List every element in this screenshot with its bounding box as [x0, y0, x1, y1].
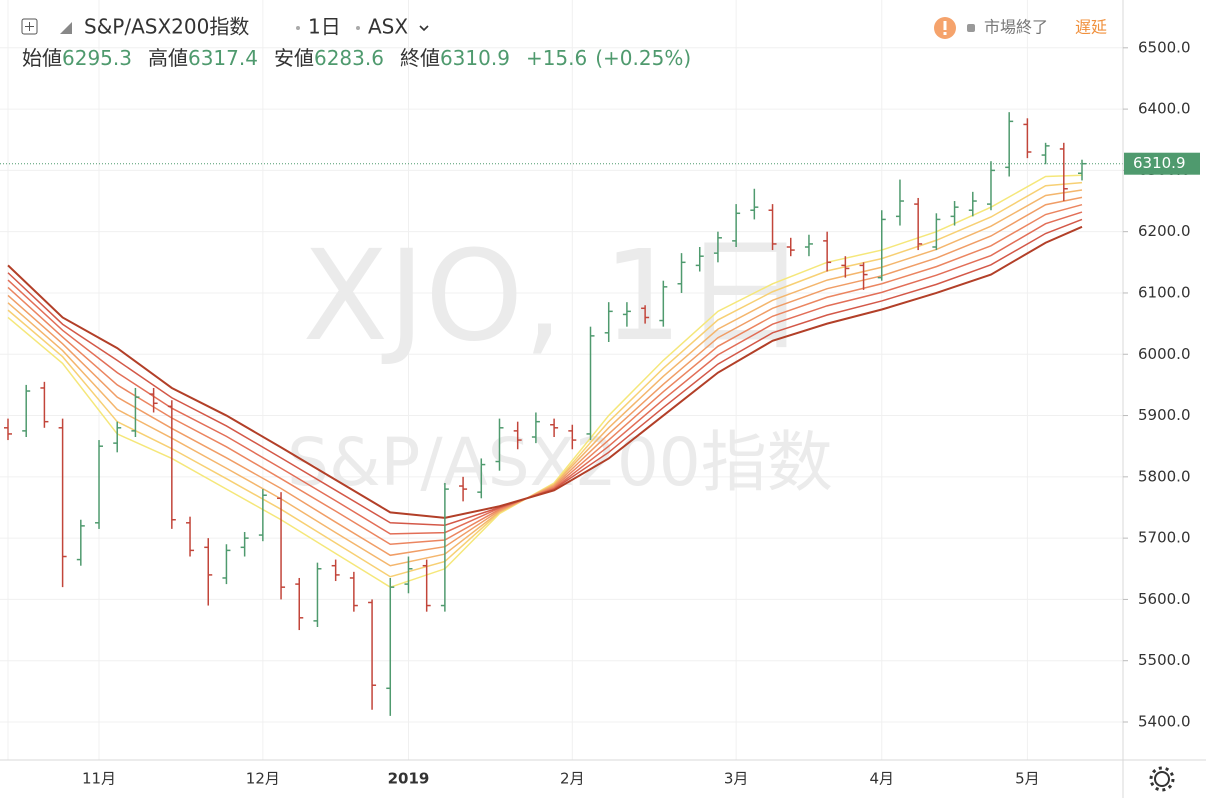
- ma-line: [7, 225, 1083, 519]
- axes: 5400.0 5500.0 5600.0 5700.0 5800.0 5900.0 6000…: [82, 38, 1200, 788]
- collapse-icon[interactable]: [60, 22, 72, 34]
- y-tick-label: 5500.0: [1138, 651, 1191, 669]
- y-tick-label: 5700.0: [1138, 529, 1191, 547]
- y-tick-label: 5900.0: [1138, 406, 1191, 424]
- x-tick-label: 11月: [82, 770, 116, 788]
- x-tick-label: 4月: [869, 770, 894, 788]
- dropdown-icon[interactable]: [419, 25, 429, 32]
- y-tick-label: 6100.0: [1138, 283, 1191, 301]
- x-tick-label: 5月: [1015, 770, 1040, 788]
- last-price-box: [1124, 152, 1200, 175]
- status-icon-dot: [943, 32, 947, 35]
- x-tick-label: 2月: [560, 770, 585, 788]
- open-value: 6295.3: [62, 46, 132, 70]
- change: +15.6: [526, 46, 587, 70]
- high-value: 6317.4: [188, 46, 258, 70]
- y-tick-label: 6000.0: [1138, 345, 1191, 363]
- market-icon: [967, 24, 975, 32]
- y-tick-label: 5400.0: [1138, 713, 1191, 731]
- close-value: 6310.9: [440, 46, 510, 70]
- ma-line: [7, 203, 1083, 546]
- settings-teeth: [1149, 766, 1175, 792]
- interval[interactable]: 1日: [308, 15, 341, 39]
- watermark: XJO, 1日: [303, 224, 808, 369]
- separator: [356, 26, 360, 30]
- change-pct: (+0.25%): [595, 46, 691, 70]
- status-icon-bar: [943, 21, 947, 30]
- x-tick-label: 12月: [246, 770, 280, 788]
- low-value: 6283.6: [314, 46, 384, 70]
- y-tick-label: 6500.0: [1138, 38, 1191, 56]
- delay[interactable]: 遅延: [1075, 18, 1107, 37]
- close-label: 終値: [400, 46, 440, 70]
- ma-line: [7, 189, 1083, 567]
- watermark-sub: S&P/ASX200指数: [287, 424, 833, 501]
- plot: [0, 112, 1123, 716]
- ma-line: [7, 196, 1083, 557]
- y-tick-label: 6400.0: [1138, 100, 1191, 118]
- settings-icon[interactable]: [1154, 771, 1170, 787]
- y-tick-label: 5800.0: [1138, 467, 1191, 485]
- x-tick-label: 2019: [388, 770, 430, 788]
- y-tick-label: 6200.0: [1138, 222, 1191, 240]
- legend: 始値6295.3 高値6317.4 安値6283.6 終値6310.9 +15.6 (+0…: [22, 46, 691, 70]
- y-tick-label: 5600.0: [1138, 590, 1191, 608]
- add-icon[interactable]: [21, 18, 38, 35]
- separator: [296, 26, 300, 30]
- low-label: 安値: [274, 46, 314, 70]
- open-label: 始値: [22, 46, 62, 70]
- x-tick-label: 3月: [724, 770, 749, 788]
- high-label: 高値: [148, 46, 188, 70]
- symbol[interactable]: S&P/ASX200指数: [84, 15, 249, 39]
- ma-line: [7, 218, 1083, 527]
- exchange[interactable]: ASX: [368, 15, 408, 39]
- last-price-label: 6310.9: [1133, 154, 1186, 172]
- market-status: 市場終了: [984, 18, 1048, 37]
